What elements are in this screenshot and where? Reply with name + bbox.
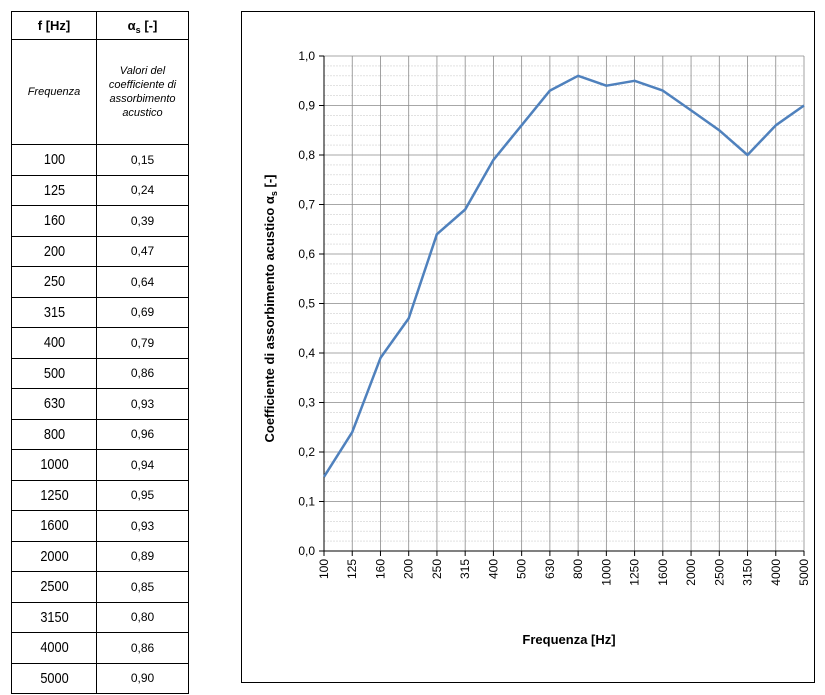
- y-tick-label: 1,0: [298, 49, 315, 63]
- alpha-cell: 0,95: [96, 479, 189, 511]
- frequency-cell: 200: [17, 235, 91, 267]
- table-row: 3150 0,80: [12, 601, 189, 633]
- frequency-cell: 5000: [17, 662, 91, 694]
- frequency-cell: 100: [17, 144, 91, 176]
- x-tick-label: 1600: [656, 559, 670, 586]
- alpha-symbol: α: [127, 18, 136, 33]
- alpha-description-text: Valori del coefficiente di assorbimento …: [108, 65, 177, 119]
- alpha-cell: 0,93: [96, 510, 189, 542]
- table-row: 800 0,96: [12, 418, 189, 450]
- alpha-cell: 0,79: [96, 327, 189, 359]
- frequency-cell: 800: [17, 418, 91, 450]
- y-tick-label: 0,8: [298, 148, 315, 162]
- x-tick-label: 500: [515, 559, 529, 579]
- x-tick-label: 2000: [684, 559, 698, 586]
- absorption-chart: 0,0 0,1 0,2 0,3 0,4 0,5 0,6 0,7 0,8 0,9 1,0 100 125 1…: [262, 49, 811, 647]
- table-row: 315 0,69: [12, 296, 189, 328]
- alpha-cell: 0,85: [96, 571, 189, 603]
- table-row: 400 0,79: [12, 327, 189, 359]
- x-axis-title: Frequenza [Hz]: [522, 632, 615, 647]
- y-tick-label: 0,3: [298, 396, 315, 410]
- alpha-cell: 0,15: [96, 144, 189, 176]
- x-tick-label: 125: [345, 559, 359, 579]
- alpha-cell: 0,86: [96, 632, 189, 664]
- alpha-cell: 0,64: [96, 266, 189, 298]
- y-tick-label: 0,0: [298, 544, 315, 558]
- x-tick-label: 200: [402, 559, 416, 579]
- table-row: 160 0,39: [12, 205, 189, 237]
- series-line: [322, 74, 805, 478]
- alpha-cell: 0,39: [96, 205, 189, 237]
- chart-frame: 0,0 0,1 0,2 0,3 0,4 0,5 0,6 0,7 0,8 0,9 1,0 100 125 1…: [241, 11, 815, 683]
- frequency-cell: 3150: [17, 601, 91, 633]
- frequency-cell: 500: [17, 357, 91, 389]
- frequency-cell: 1600: [17, 510, 91, 542]
- alpha-cell: 0,94: [96, 449, 189, 481]
- y-tick-label: 0,5: [298, 297, 315, 311]
- x-tick-label: 800: [571, 559, 585, 579]
- alpha-cell: 0,96: [96, 418, 189, 450]
- table-description-row: Frequenza Valori del coefficiente di ass…: [11, 39, 189, 145]
- table-row: 5000 0,90: [12, 662, 189, 694]
- alpha-header: αs [-]: [96, 11, 189, 40]
- table-row: 630 0,93: [12, 388, 189, 420]
- y-tick-label: 0,7: [298, 198, 315, 212]
- alpha-cell: 0,47: [96, 235, 189, 267]
- table-row: 1000 0,94: [12, 449, 189, 481]
- alpha-subscript: s: [135, 25, 141, 35]
- x-tick-label: 3150: [741, 559, 755, 586]
- x-tick-label: 5000: [797, 559, 811, 586]
- frequency-cell: 630: [17, 388, 91, 420]
- frequency-cell: 1000: [17, 449, 91, 481]
- y-tick-label: 0,4: [298, 346, 315, 360]
- table-header-row: f [Hz] αs [-]: [11, 11, 189, 40]
- y-tick-label: 0,1: [298, 495, 315, 509]
- x-tick-label: 100: [317, 559, 331, 579]
- x-tick-label: 250: [430, 559, 444, 579]
- table-row: 250 0,64: [12, 266, 189, 298]
- frequency-cell: 1250: [17, 479, 91, 511]
- x-tick-label: 1000: [599, 559, 613, 586]
- x-tick-label: 2500: [712, 559, 726, 586]
- y-tick-label: 0,2: [298, 445, 315, 459]
- frequency-cell: 250: [17, 266, 91, 298]
- frequency-cell: 2500: [17, 571, 91, 603]
- table-row: 4000 0,86: [12, 632, 189, 664]
- frequency-cell: 160: [17, 205, 91, 237]
- alpha-cell: 0,93: [96, 388, 189, 420]
- x-tick-label: 315: [458, 559, 472, 579]
- frequency-description: Frequenza: [11, 39, 97, 145]
- table-row: 200 0,47: [12, 235, 189, 267]
- y-tick-label: 0,6: [298, 247, 315, 261]
- frequency-cell: 4000: [17, 632, 91, 664]
- x-tick-label: 4000: [769, 559, 783, 586]
- y-axis-title: Coefficiente di assorbimento acustico αs…: [262, 174, 279, 442]
- y-tick-label: 0,9: [298, 99, 315, 113]
- table-row: 1600 0,93: [12, 510, 189, 542]
- frequency-cell: 125: [17, 174, 91, 206]
- alpha-cell: 0,86: [96, 357, 189, 389]
- absorption-table: f [Hz] αs [-] Frequenza Valori del coeff…: [11, 11, 189, 694]
- frequency-cell: 315: [17, 296, 91, 328]
- x-tick-label: 630: [543, 559, 557, 579]
- x-tick-label: 1250: [628, 559, 642, 586]
- table-row: 1250 0,95: [12, 479, 189, 511]
- frequency-cell: 400: [17, 327, 91, 359]
- table-row: 2500 0,85: [12, 571, 189, 603]
- table-row: 500 0,86: [12, 357, 189, 389]
- alpha-cell: 0,69: [96, 296, 189, 328]
- alpha-cell: 0,24: [96, 174, 189, 206]
- alpha-cell: 0,80: [96, 601, 189, 633]
- frequency-cell: 2000: [17, 540, 91, 572]
- table-row: 2000 0,89: [12, 540, 189, 572]
- table-row: 125 0,24: [12, 174, 189, 206]
- alpha-unit: [-]: [144, 18, 158, 33]
- table-row: 100 0,15: [12, 144, 189, 176]
- x-tick-label: 160: [373, 559, 387, 579]
- frequency-header: f [Hz]: [11, 11, 97, 40]
- alpha-cell: 0,89: [96, 540, 189, 572]
- alpha-cell: 0,90: [96, 662, 189, 694]
- alpha-description: Valori del coefficiente di assorbimento …: [96, 39, 189, 145]
- x-tick-label: 400: [486, 559, 500, 579]
